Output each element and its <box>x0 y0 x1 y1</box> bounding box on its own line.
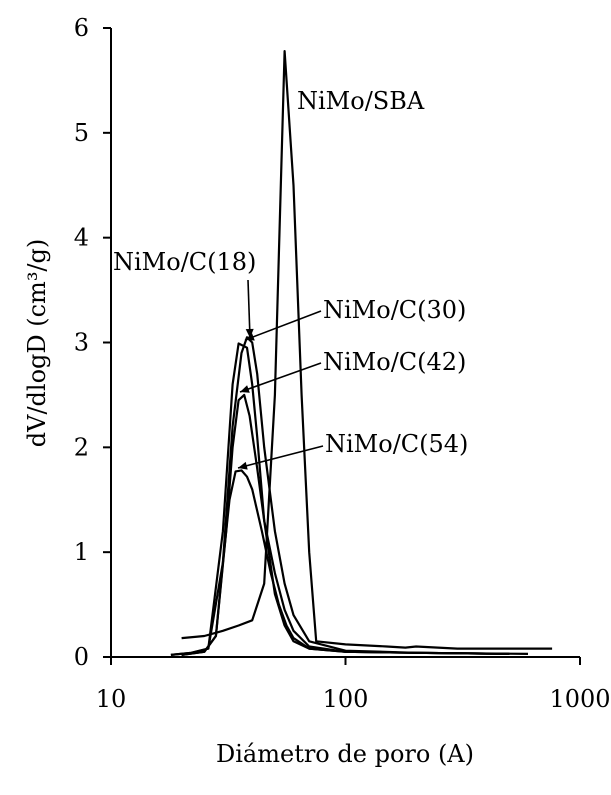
series-annotations: NiMo/SBA NiMo/C(18) NiMo/C(30) NiMo/C(42) Ni… <box>113 87 468 470</box>
leader-line-nimo-c-30 <box>244 310 322 341</box>
series-line-nimo-sba <box>181 49 553 650</box>
series-label-nimo-c-18: NiMo/C(18) <box>113 248 256 276</box>
x-axis-title: Diámetro de poro (A) <box>216 740 474 768</box>
arrowhead-nimo-c-42 <box>240 385 250 393</box>
x-tick-label: 100 <box>323 685 369 713</box>
y-tick-label: 3 <box>74 329 89 357</box>
series-line-nimo-c-54 <box>181 469 510 656</box>
y-tick-label: 5 <box>74 119 89 147</box>
leader-line-nimo-c-54 <box>237 445 324 469</box>
y-tick-label: 1 <box>74 538 89 566</box>
arrowhead-nimo-c-18 <box>245 328 254 338</box>
series-lines <box>170 49 553 656</box>
leader-line-nimo-c-42 <box>239 362 322 393</box>
axes <box>110 28 580 658</box>
arrowhead-nimo-c-30 <box>245 333 255 341</box>
series-line-nimo-c-30 <box>170 336 510 656</box>
series-label-nimo-c-42: NiMo/C(42) <box>323 348 466 376</box>
y-axis-title: dV/dlogD (cm³/g) <box>23 239 51 448</box>
series-label-nimo-c-54: NiMo/C(54) <box>325 430 468 458</box>
y-tick-label: 6 <box>74 14 89 42</box>
series-label-nimo-c-30: NiMo/C(30) <box>323 296 466 324</box>
y-tick-label: 0 <box>74 643 89 671</box>
y-tick-label: 2 <box>74 433 89 461</box>
series-label-nimo-sba: NiMo/SBA <box>297 87 425 115</box>
leader-line-nimo-c-18 <box>247 279 251 339</box>
x-tick-label: 10 <box>96 685 127 713</box>
arrowhead-nimo-c-54 <box>238 461 248 470</box>
series-line-nimo-c-18 <box>170 342 529 656</box>
y-tick-label: 4 <box>74 224 89 252</box>
x-tick-label: 1000 <box>549 685 610 713</box>
ticks: 0 1 2 3 4 5 6 10 100 1000 <box>74 14 611 713</box>
